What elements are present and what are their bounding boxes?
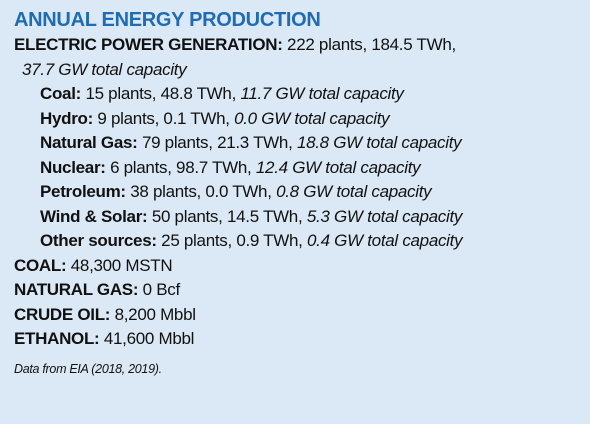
- total-line: NATURAL GAS: 0 Bcf: [14, 278, 576, 303]
- text: 9 plants, 0.1 TWh,: [97, 108, 230, 128]
- text: 38 plants, 0.0 TWh,: [130, 182, 272, 201]
- total-line: CRUDE OIL: 8,200 Mbbl: [14, 303, 576, 328]
- source-line: Petroleum: 38 plants, 0.0 TWh, 0.8 GW to…: [14, 180, 576, 205]
- title: ANNUAL ENERGY PRODUCTION: [14, 9, 321, 31]
- label: COAL:: [14, 255, 67, 275]
- electric-capacity-line: 37.7 GW total capacity: [14, 58, 576, 83]
- total-line: ETHANOL: 41,600 Mbbl: [14, 327, 576, 352]
- note: Data from EIA (2018, 2019).: [14, 361, 162, 376]
- label: Hydro:: [40, 108, 93, 128]
- text: 222 plants, 184.5 TWh,: [287, 35, 456, 54]
- text: 6 plants, 98.7 TWh,: [110, 157, 252, 177]
- totals: COAL: 48,300 MSTN NATURAL GAS: 0 Bcf CRUDE…: [14, 254, 576, 352]
- label: Coal:: [40, 84, 82, 103]
- total-line: COAL: 48,300 MSTN: [14, 254, 576, 279]
- capacity: 18.8 GW total capacity: [296, 133, 462, 152]
- label: Wind & Solar:: [40, 206, 148, 226]
- label: Natural Gas:: [40, 133, 138, 152]
- label: Nuclear:: [40, 157, 106, 177]
- capacity: 11.7 GW total capacity: [240, 84, 404, 103]
- value: 41,600 Mbbl: [103, 329, 195, 348]
- source-line: Hydro: 9 plants, 0.1 TWh, 0.0 GW total c…: [14, 107, 576, 132]
- label: Other sources:: [40, 231, 157, 250]
- capacity: 37.7 GW total capacity: [22, 59, 187, 79]
- source-line: Wind & Solar: 50 plants, 14.5 TWh, 5.3 G…: [14, 205, 576, 230]
- electric-line: ELECTRIC POWER GENERATION: 222 plants, 1…: [14, 33, 576, 58]
- label: CRUDE OIL:: [14, 304, 111, 324]
- capacity: 5.3 GW total capacity: [306, 206, 463, 226]
- label: ELECTRIC POWER GENERATION:: [14, 35, 283, 54]
- capacity: 12.4 GW total capacity: [255, 157, 421, 177]
- source-line: Coal: 15 plants, 48.8 TWh, 11.7 GW total…: [14, 82, 576, 107]
- source-line: Other sources: 25 plants, 0.9 TWh, 0.4 G…: [14, 229, 576, 254]
- text: 50 plants, 14.5 TWh,: [151, 206, 303, 226]
- label: Petroleum:: [40, 182, 126, 201]
- capacity: 0.0 GW total capacity: [234, 108, 390, 128]
- value: 8,200 Mbbl: [114, 304, 196, 324]
- label: ETHANOL:: [14, 329, 100, 348]
- value: 0 Bcf: [142, 280, 181, 299]
- label: NATURAL GAS:: [14, 280, 139, 299]
- sources: Coal: 15 plants, 48.8 TWh, 11.7 GW total…: [14, 82, 576, 254]
- text: 15 plants, 48.8 TWh,: [85, 84, 237, 103]
- capacity: 0.4 GW total capacity: [307, 231, 463, 250]
- source-line: Nuclear: 6 plants, 98.7 TWh, 12.4 GW tot…: [14, 156, 576, 181]
- text: 79 plants, 21.3 TWh,: [141, 133, 293, 152]
- text: 25 plants, 0.9 TWh,: [161, 231, 303, 250]
- value: 48,300 MSTN: [70, 255, 173, 275]
- capacity: 0.8 GW total capacity: [276, 182, 432, 201]
- source-line: Natural Gas: 79 plants, 21.3 TWh, 18.8 G…: [14, 131, 576, 156]
